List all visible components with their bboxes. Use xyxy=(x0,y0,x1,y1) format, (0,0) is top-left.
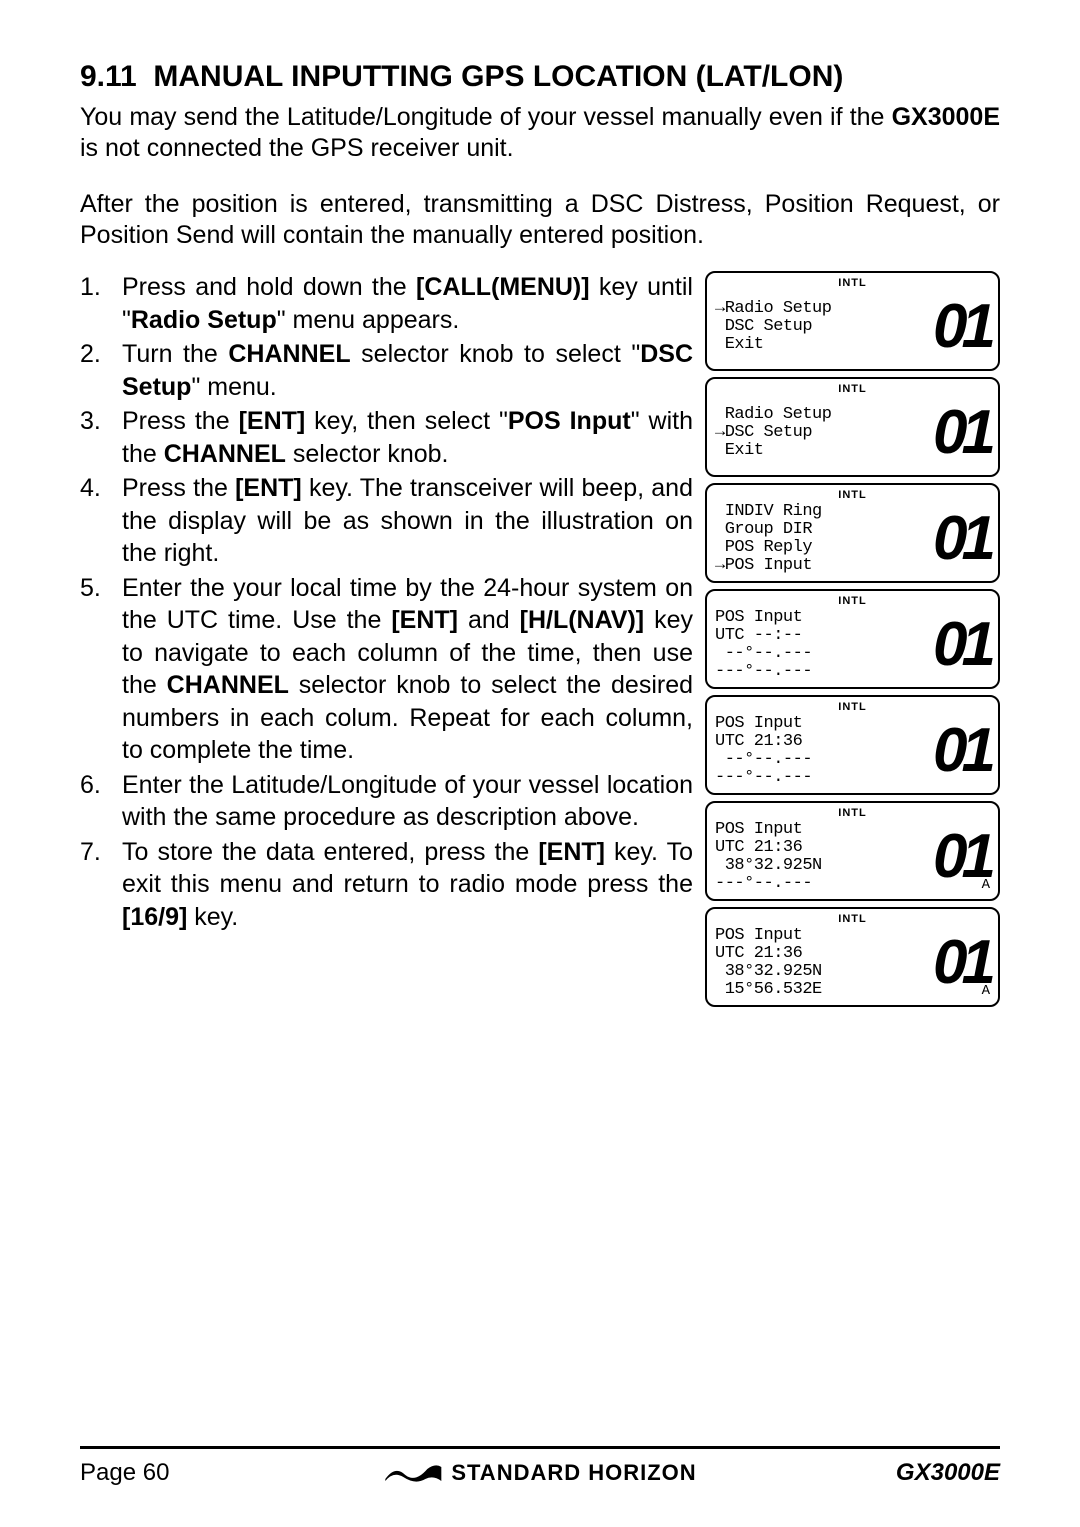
section-heading: MANUAL INPUTTING GPS LOCATION (LAT/LON) xyxy=(153,60,843,93)
step-number: 3. xyxy=(80,405,122,470)
screens-column: INTL→Radio Setup DSC Setup Exit01INTL Ra… xyxy=(705,271,1000,1007)
lcd-channel-digits: 01 xyxy=(933,723,990,779)
section-title: 9.11 MANUAL INPUTTING GPS LOCATION (LAT/… xyxy=(80,60,1000,94)
lcd-header: INTL xyxy=(715,913,990,925)
lcd-header: INTL xyxy=(715,807,990,819)
lcd-text: POS Input UTC 21:36 38°32.925N 15°56.532… xyxy=(715,927,933,998)
step-text: Press the [ENT] key. The transceiver wil… xyxy=(122,472,693,570)
lcd-channel-digits: 01 xyxy=(933,617,990,673)
intro-paragraph-1: You may send the Latitude/Longitude of y… xyxy=(80,102,1000,165)
step-item: 1.Press and hold down the [CALL(MENU)] k… xyxy=(80,271,693,336)
footer-model: GX3000E xyxy=(896,1459,1000,1487)
channel-number: 01 xyxy=(933,723,990,779)
lcd-text: →Radio Setup DSC Setup Exit xyxy=(715,300,933,354)
lcd-header: INTL xyxy=(715,383,990,395)
lcd-screen: INTL →Radio Setup DSC Setup Exit01 xyxy=(705,271,1000,371)
channel-number: 01 xyxy=(933,617,990,673)
lcd-screen: INTL POS Input UTC 21:36 --°--.--- ---°--… xyxy=(705,695,1000,795)
lcd-screen: INTL A POS Input UTC 21:36 38°32.925N 15°5… xyxy=(705,907,1000,1007)
step-item: 7.To store the data entered, press the [… xyxy=(80,836,693,934)
step-item: 2.Turn the CHANNEL selector knob to sele… xyxy=(80,338,693,403)
lcd-body: POS Input UTC 21:36 38°32.925N ---°--.--… xyxy=(715,821,990,893)
step-number: 1. xyxy=(80,271,122,336)
step-text: Turn the CHANNEL selector knob to select… xyxy=(122,338,693,403)
brand-logo-icon xyxy=(383,1461,443,1485)
step-number: 6. xyxy=(80,769,122,834)
content-wrapper: 1.Press and hold down the [CALL(MENU)] k… xyxy=(80,271,1000,1007)
lcd-channel-digits: 01 xyxy=(933,299,990,355)
lcd-text: Radio Setup →DSC Setup Exit xyxy=(715,406,933,460)
lcd-body: POS Input UTC 21:36 --°--.--- ---°--.---… xyxy=(715,715,990,787)
lcd-channel-digits: 01 xyxy=(933,511,990,567)
footer-page-number: Page 60 xyxy=(80,1459,169,1487)
lcd-header: INTL xyxy=(715,489,990,501)
step-item: 6.Enter the Latitude/Longitude of your v… xyxy=(80,769,693,834)
lcd-sub-indicator: A xyxy=(982,983,990,999)
step-number: 5. xyxy=(80,572,122,767)
lcd-screen: INTL Radio Setup →DSC Setup Exit01 xyxy=(705,377,1000,477)
step-text: Press and hold down the [CALL(MENU)] key… xyxy=(122,271,693,336)
step-number: 4. xyxy=(80,472,122,570)
step-text: Press the [ENT] key, then select "POS In… xyxy=(122,405,693,470)
step-text: Enter the Latitude/Longitude of your ves… xyxy=(122,769,693,834)
footer-brand-text: STANDARD HORIZON xyxy=(451,1460,696,1486)
section-number: 9.11 xyxy=(80,60,137,93)
lcd-screen: INTL A POS Input UTC 21:36 38°32.925N ---°… xyxy=(705,801,1000,901)
lcd-body: →Radio Setup DSC Setup Exit01 xyxy=(715,291,990,363)
lcd-screen: INTL POS Input UTC --:-- --°--.--- ---°--… xyxy=(705,589,1000,689)
lcd-header: INTL xyxy=(715,277,990,289)
lcd-body: POS Input UTC 21:36 38°32.925N 15°56.532… xyxy=(715,927,990,999)
lcd-body: INDIV Ring Group DIR POS Reply →POS Inpu… xyxy=(715,503,990,575)
steps-column: 1.Press and hold down the [CALL(MENU)] k… xyxy=(80,271,693,1007)
step-number: 2. xyxy=(80,338,122,403)
lcd-text: POS Input UTC 21:36 --°--.--- ---°--.--- xyxy=(715,715,933,786)
channel-number: 01 xyxy=(933,405,990,461)
lcd-screen: INTL INDIV Ring Group DIR POS Reply →POS… xyxy=(705,483,1000,583)
step-item: 5.Enter the your local time by the 24-ho… xyxy=(80,572,693,767)
step-item: 3.Press the [ENT] key, then select "POS … xyxy=(80,405,693,470)
intro-paragraph-2: After the position is entered, transmitt… xyxy=(80,189,1000,252)
lcd-channel-digits: 01 xyxy=(933,405,990,461)
step-list: 1.Press and hold down the [CALL(MENU)] k… xyxy=(80,271,693,933)
lcd-text: POS Input UTC 21:36 38°32.925N ---°--.--… xyxy=(715,821,933,892)
lcd-header: INTL xyxy=(715,701,990,713)
channel-number: 01 xyxy=(933,299,990,355)
step-item: 4.Press the [ENT] key. The transceiver w… xyxy=(80,472,693,570)
page-footer: Page 60 STANDARD HORIZON GX3000E xyxy=(80,1446,1000,1487)
step-text: To store the data entered, press the [EN… xyxy=(122,836,693,934)
lcd-text: INDIV Ring Group DIR POS Reply →POS Inpu… xyxy=(715,503,933,574)
lcd-body: Radio Setup →DSC Setup Exit01 xyxy=(715,397,990,469)
lcd-header: INTL xyxy=(715,595,990,607)
lcd-sub-indicator: A xyxy=(982,877,990,893)
lcd-text: POS Input UTC --:-- --°--.--- ---°--.--- xyxy=(715,609,933,680)
channel-number: 01 xyxy=(933,511,990,567)
lcd-body: POS Input UTC --:-- --°--.--- ---°--.---… xyxy=(715,609,990,681)
footer-brand-wrapper: STANDARD HORIZON xyxy=(383,1460,696,1486)
step-text: Enter the your local time by the 24-hour… xyxy=(122,572,693,767)
step-number: 7. xyxy=(80,836,122,934)
